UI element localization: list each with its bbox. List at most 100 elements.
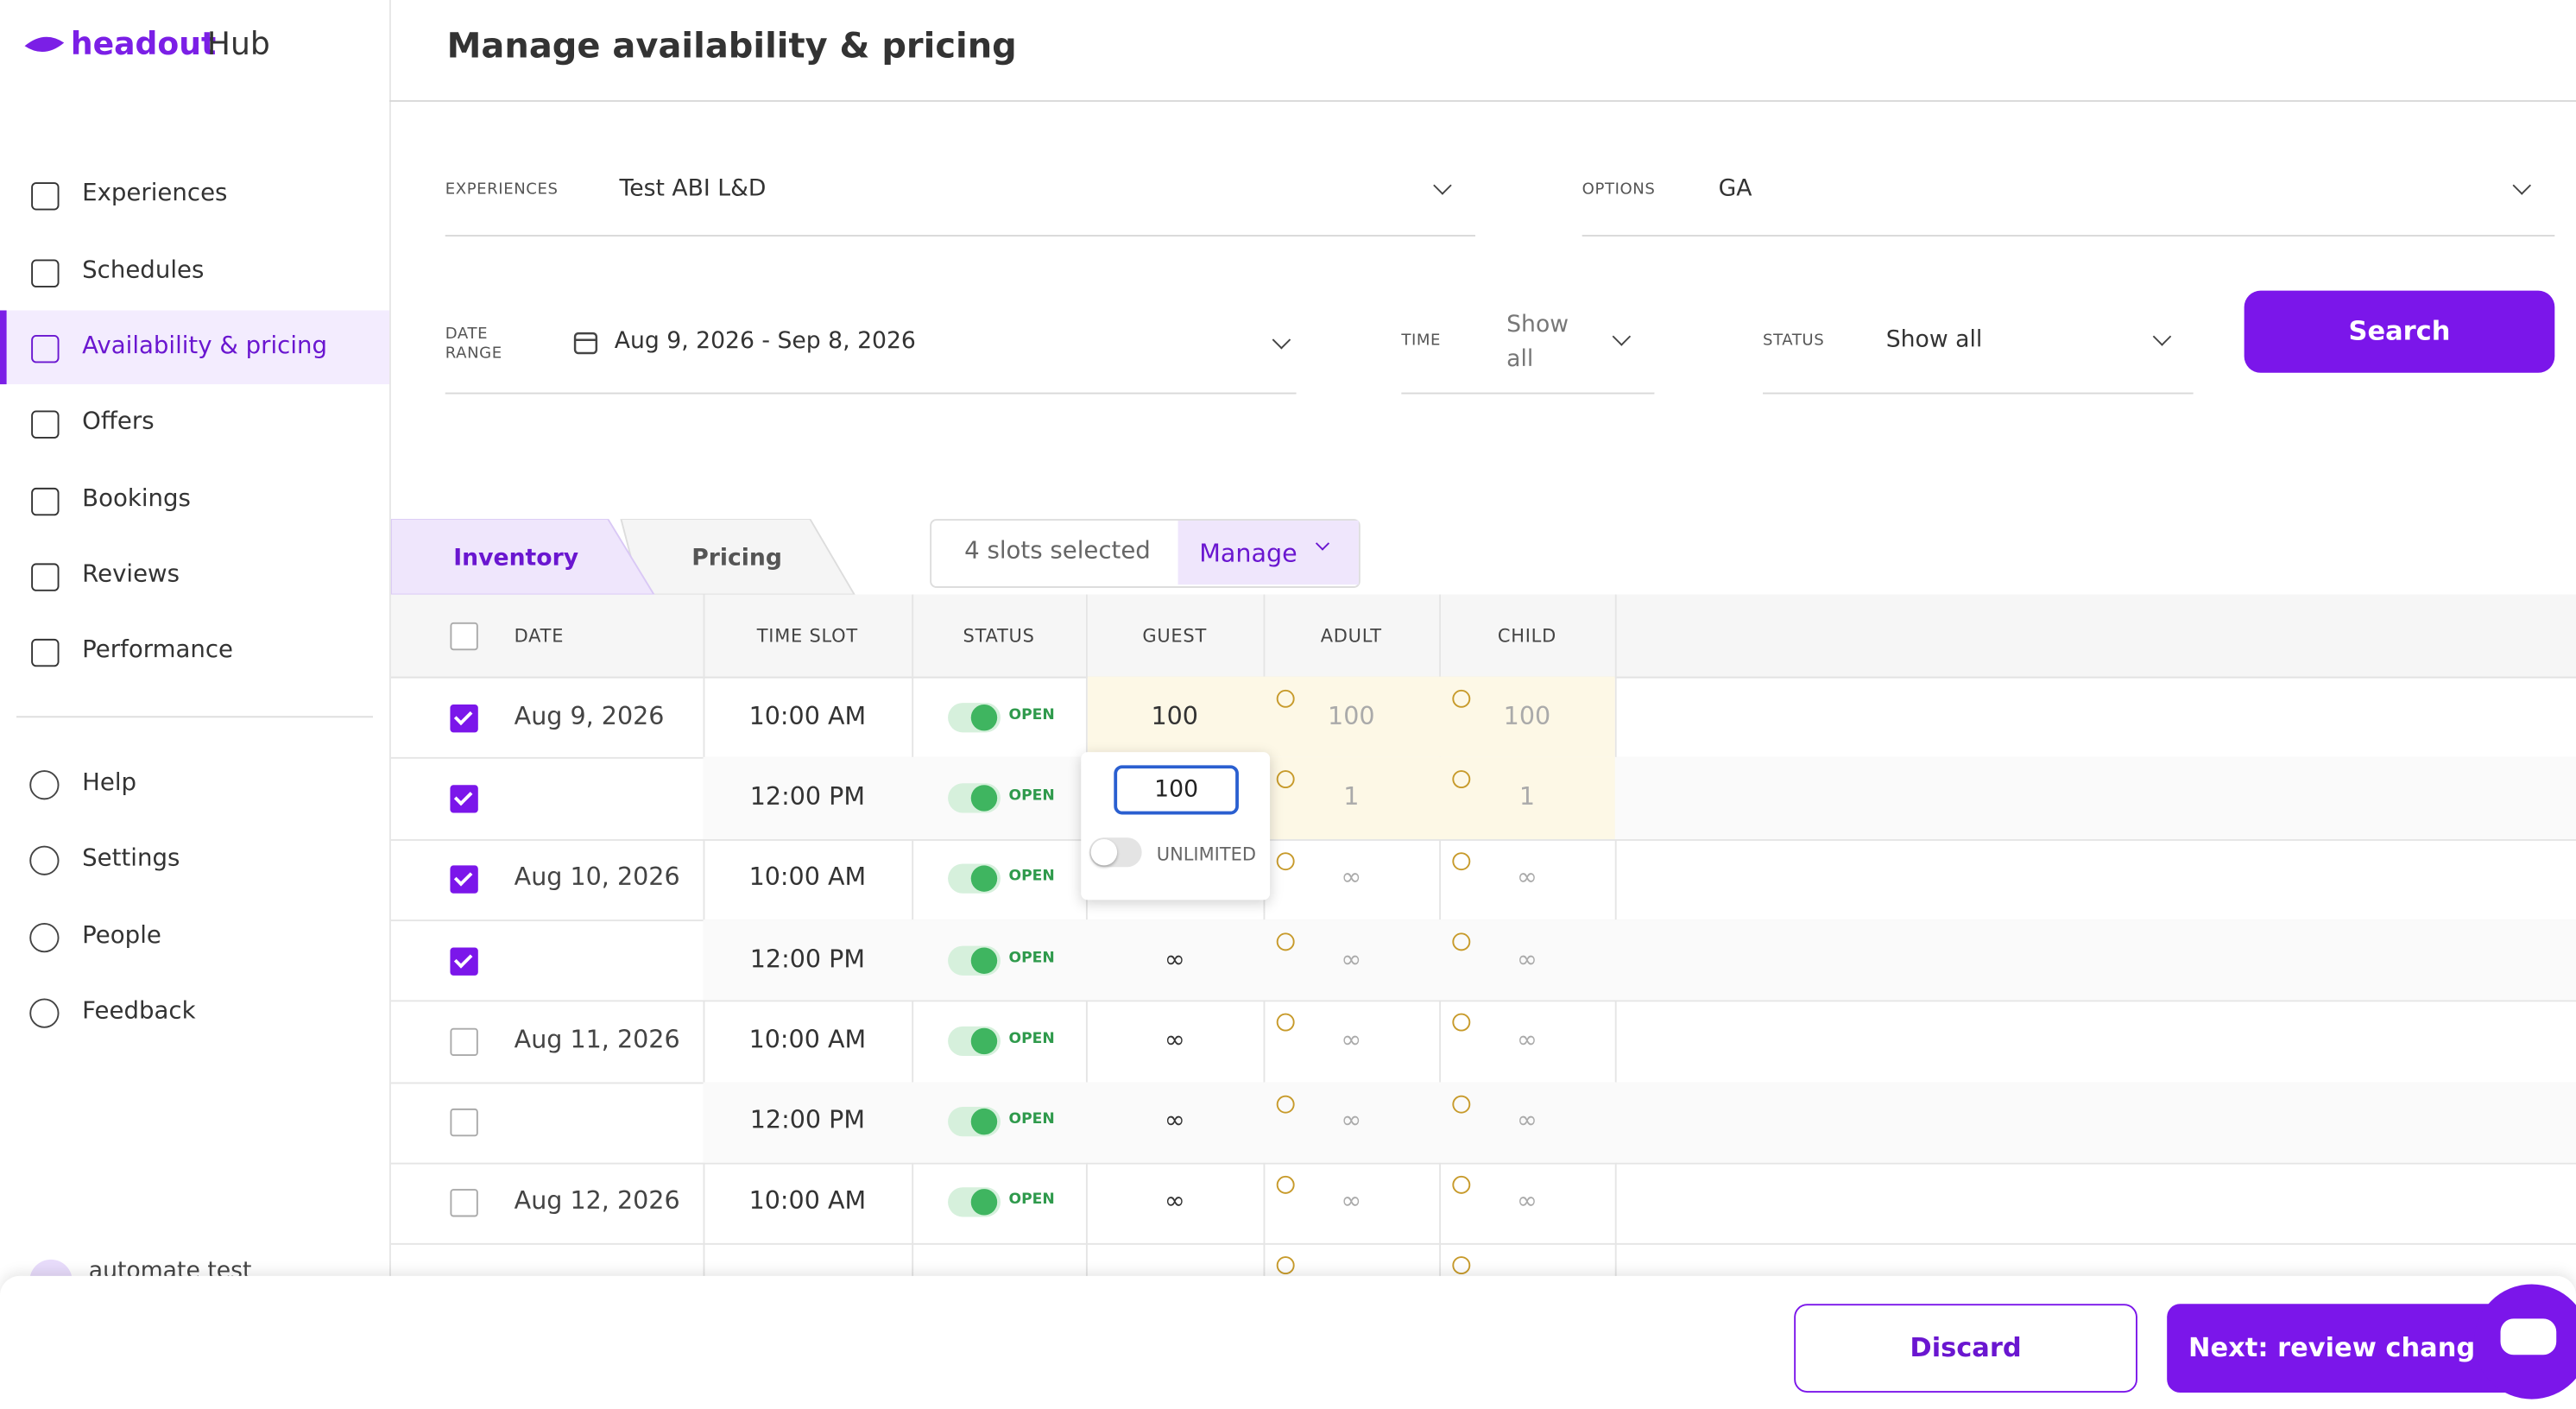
row-checkbox[interactable] bbox=[450, 1027, 478, 1056]
status-label: OPEN bbox=[1008, 1111, 1055, 1129]
time-slot: 10:00 AM bbox=[748, 1024, 867, 1054]
column-header: ADULT bbox=[1320, 625, 1382, 648]
info-icon bbox=[1276, 851, 1295, 870]
next-button[interactable]: Next: review changes bbox=[2167, 1304, 2530, 1393]
filter-value[interactable]: Test ABI L&D bbox=[619, 175, 767, 202]
search-button[interactable]: Search bbox=[2244, 290, 2555, 373]
nav-icon bbox=[31, 410, 60, 439]
chevron bbox=[1272, 330, 1291, 350]
row-bg bbox=[703, 1081, 2576, 1163]
edited-cell bbox=[1087, 676, 1615, 758]
info-icon bbox=[1452, 689, 1471, 708]
nav-icon bbox=[31, 563, 60, 591]
table-header bbox=[390, 594, 2576, 679]
chevron bbox=[2512, 176, 2532, 195]
brand-suffix: Hub bbox=[206, 26, 270, 63]
nav-active-bg bbox=[0, 310, 390, 385]
nav-active-bar bbox=[0, 310, 7, 385]
underline bbox=[1401, 392, 1655, 395]
column-header: STATUS bbox=[963, 625, 1035, 648]
child-capacity: ∞ bbox=[1517, 862, 1537, 893]
nav-icon bbox=[29, 922, 60, 953]
discard-button[interactable]: Discard bbox=[1794, 1304, 2137, 1393]
info-icon bbox=[1452, 932, 1471, 951]
row-bg bbox=[703, 757, 2576, 839]
nav-item[interactable]: Performance bbox=[82, 637, 234, 664]
nav-item[interactable]: Help bbox=[82, 770, 137, 797]
page-title: Manage availability & pricing bbox=[446, 26, 1017, 66]
guest-input[interactable]: 100 bbox=[1114, 765, 1239, 815]
underline bbox=[445, 392, 1297, 395]
status-label: OPEN bbox=[1008, 950, 1055, 967]
filter-value[interactable]: Show all bbox=[1506, 312, 1569, 373]
nav-item[interactable]: Reviews bbox=[82, 561, 180, 588]
info-icon bbox=[1276, 1094, 1295, 1113]
sidebar bbox=[0, 0, 391, 1409]
filter-value[interactable]: Show all bbox=[1885, 326, 1983, 353]
toggle-knob bbox=[970, 1109, 998, 1135]
time-slot: 12:00 PM bbox=[749, 781, 865, 812]
underline bbox=[445, 235, 1475, 237]
row-divider bbox=[390, 1243, 2576, 1245]
time-slot: 10:00 AM bbox=[748, 700, 867, 730]
time-slot: 10:00 AM bbox=[748, 862, 867, 893]
column-header: DATE bbox=[514, 625, 565, 648]
header-checkbox[interactable] bbox=[450, 622, 478, 651]
nav-item[interactable]: People bbox=[82, 922, 161, 950]
info-icon bbox=[1452, 1094, 1471, 1113]
date: Aug 9, 2026 bbox=[514, 700, 665, 730]
tab[interactable]: Inventory bbox=[453, 545, 579, 572]
info-icon bbox=[1276, 1013, 1295, 1032]
info-icon bbox=[1452, 1013, 1471, 1032]
guest-capacity: ∞ bbox=[1164, 1024, 1185, 1054]
filter-value[interactable]: Aug 9, 2026 - Sep 8, 2026 bbox=[614, 328, 916, 355]
row-checkbox[interactable] bbox=[450, 1189, 478, 1218]
toggle-label: UNLIMITED bbox=[1156, 844, 1256, 866]
info-icon bbox=[1276, 1175, 1295, 1194]
date: Aug 12, 2026 bbox=[514, 1186, 680, 1216]
nav-item[interactable]: Feedback bbox=[82, 998, 196, 1025]
adult-capacity: ∞ bbox=[1341, 943, 1362, 974]
chevron bbox=[1433, 176, 1452, 195]
nav-item[interactable]: Offers bbox=[82, 408, 155, 436]
selection-box bbox=[930, 519, 1361, 588]
adult-capacity: ∞ bbox=[1341, 1024, 1362, 1054]
filter-label: EXPERIENCES bbox=[445, 180, 559, 199]
filter-value[interactable]: GA bbox=[1718, 175, 1752, 202]
filter-label: OPTIONS bbox=[1582, 180, 1656, 199]
brand[interactable]: headout bbox=[70, 26, 217, 63]
row-checkbox[interactable] bbox=[450, 785, 478, 813]
row-checkbox[interactable] bbox=[450, 1109, 478, 1137]
nav-icon bbox=[29, 845, 60, 875]
manage-button[interactable]: Manage bbox=[1199, 538, 1297, 569]
nav-divider bbox=[16, 716, 374, 718]
nav-icon bbox=[31, 182, 60, 211]
nav-item[interactable]: Experiences bbox=[82, 180, 228, 207]
nav-icon bbox=[29, 770, 60, 800]
nav-item[interactable]: Schedules bbox=[82, 257, 205, 285]
info-icon bbox=[1276, 1256, 1295, 1275]
info-icon bbox=[1452, 1175, 1471, 1194]
footer bbox=[0, 1275, 2576, 1409]
time-slot: 10:00 AM bbox=[748, 1186, 867, 1216]
nav-item[interactable]: Availability & pricing bbox=[82, 333, 328, 360]
nav-item[interactable]: Bookings bbox=[82, 486, 191, 513]
status-label: OPEN bbox=[1008, 787, 1055, 805]
date: Aug 11, 2026 bbox=[514, 1024, 680, 1054]
selection-count: 4 slots selected bbox=[964, 538, 1151, 565]
status-label: OPEN bbox=[1008, 707, 1055, 724]
info-icon bbox=[1452, 1256, 1471, 1275]
time-slot: 12:00 PM bbox=[749, 1105, 865, 1135]
row-checkbox[interactable] bbox=[450, 946, 478, 975]
filter-label: DATE RANGE bbox=[445, 325, 502, 363]
toggle-knob bbox=[970, 1189, 998, 1216]
underline bbox=[1582, 235, 2555, 237]
nav-icon bbox=[31, 259, 60, 287]
child-capacity: ∞ bbox=[1517, 1186, 1537, 1216]
row-checkbox[interactable] bbox=[450, 704, 478, 732]
row-checkbox[interactable] bbox=[450, 865, 478, 894]
info-icon bbox=[1452, 851, 1471, 870]
tab[interactable]: Pricing bbox=[691, 545, 782, 572]
nav-item[interactable]: Settings bbox=[82, 845, 180, 873]
info-icon bbox=[1276, 932, 1295, 951]
